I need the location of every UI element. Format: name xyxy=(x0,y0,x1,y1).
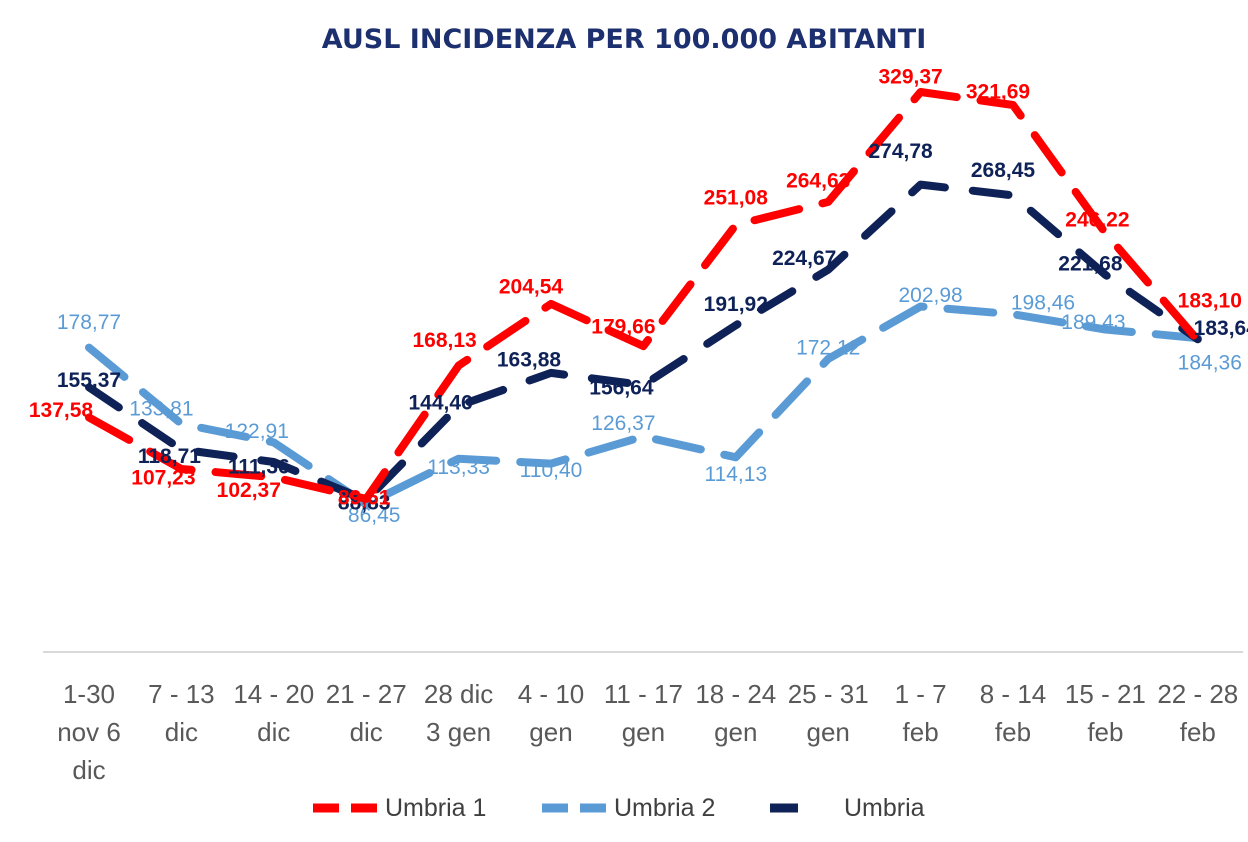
data-label-umbria-1-9: 329,37 xyxy=(878,66,942,89)
x-tick-label-11: 15 - 21 feb xyxy=(1065,679,1146,747)
data-label-umbria-11: 221,68 xyxy=(1058,252,1123,275)
x-tick-label-2: 14 - 20 dic xyxy=(233,679,314,747)
data-label-umbria-1-11: 246,22 xyxy=(1065,209,1129,232)
x-tick-label-4: 28 dic 3 gen xyxy=(424,679,493,747)
data-label-umbria-2-10: 198,46 xyxy=(1011,292,1075,315)
legend-swatch-umbria-2 xyxy=(542,803,608,813)
data-label-umbria-2-3: 86,45 xyxy=(348,504,401,527)
data-label-umbria-3: 88,83 xyxy=(338,492,391,515)
legend-swatch-umbria-1 xyxy=(313,803,379,813)
legend-item-umbria[interactable]: Umbria xyxy=(768,793,925,823)
data-label-umbria-2: 111,36 xyxy=(228,456,290,479)
data-label-umbria-5: 163,88 xyxy=(497,348,562,371)
data-label-umbria-12: 183,64 xyxy=(1194,317,1248,340)
x-tick-label-5: 4 - 10 gen xyxy=(518,679,585,747)
data-label-umbria-1-4: 168,13 xyxy=(412,329,476,352)
x-tick-label-3: 21 - 27 dic xyxy=(326,679,407,747)
x-tick-label-1: 7 - 13 dic xyxy=(148,679,215,747)
data-label-umbria-1: 118,71 xyxy=(138,445,201,468)
x-tick-label-9: 1 - 7 feb xyxy=(895,679,947,747)
legend-label-umbria-2: Umbria 2 xyxy=(614,793,716,822)
x-tick-label-7: 18 - 24 gen xyxy=(695,679,776,747)
data-label-umbria-8: 224,67 xyxy=(772,247,836,270)
data-label-umbria-2-11: 189,43 xyxy=(1061,311,1125,334)
series-line-umbria-2 xyxy=(85,302,1202,509)
data-label-umbria-1-7: 251,08 xyxy=(704,186,769,209)
chart-title: AUSL INCIDENZA PER 100.000 ABITANTI xyxy=(321,24,927,55)
legend-item-umbria-1[interactable]: Umbria 1 xyxy=(311,793,486,823)
data-label-umbria-1-3: 89,61 xyxy=(338,486,391,509)
data-label-umbria-6: 156,64 xyxy=(589,377,654,400)
legend: Umbria 1 Umbria 2 Umbria xyxy=(0,793,1248,829)
data-label-umbria-2-4: 113,33 xyxy=(427,456,490,479)
data-label-umbria-2-8: 172,12 xyxy=(796,336,860,359)
data-label-umbria-10: 268,45 xyxy=(971,159,1036,182)
data-label-umbria-1-12: 183,10 xyxy=(1178,290,1242,313)
data-label-umbria-0: 155,37 xyxy=(57,369,121,392)
x-tick-label-6: 11 - 17 gen xyxy=(604,679,683,747)
series-line-umbria xyxy=(85,180,1202,505)
x-tick-label-8: 25 - 31 gen xyxy=(788,679,869,747)
data-label-umbria-2-9: 202,98 xyxy=(898,284,962,307)
data-label-umbria-1-0: 137,58 xyxy=(29,399,94,422)
data-label-umbria-1-5: 204,54 xyxy=(499,275,564,298)
data-label-umbria-4: 144,46 xyxy=(408,391,472,414)
legend-swatch-umbria xyxy=(770,803,798,813)
series-line-umbria-1 xyxy=(85,88,1202,503)
data-label-umbria-1-8: 264,63 xyxy=(786,169,850,192)
data-label-umbria-1-10: 321,69 xyxy=(966,81,1030,104)
series-lines xyxy=(85,88,1202,509)
legend-item-umbria-2[interactable]: Umbria 2 xyxy=(540,793,715,823)
data-label-umbria-1-6: 179,66 xyxy=(591,316,655,339)
data-label-umbria-1-2: 102,37 xyxy=(217,479,281,502)
data-label-umbria-2-12: 184,36 xyxy=(1178,352,1242,375)
data-label-umbria-9: 274,78 xyxy=(868,140,933,163)
data-labels: 178,77 133,81 122,91 86,45 113,33 110,40 126,3… xyxy=(29,66,1248,527)
data-label-umbria-2-2: 122,91 xyxy=(225,420,289,443)
x-tick-label-0: 1-30 nov 6 dic xyxy=(57,679,121,785)
data-label-umbria-2-1: 133,81 xyxy=(129,397,193,420)
data-label-umbria-2-7: 114,13 xyxy=(704,463,767,486)
legend-label-umbria: Umbria xyxy=(844,793,925,822)
data-label-umbria-2-6: 126,37 xyxy=(591,412,655,435)
data-label-umbria-1-1: 107,23 xyxy=(131,467,195,490)
x-tick-label-12: 22 - 28 feb xyxy=(1157,679,1238,747)
data-label-umbria-7: 191,92 xyxy=(704,293,768,316)
data-label-umbria-2-5: 110,40 xyxy=(520,459,583,482)
x-tick-label-10: 8 - 14 feb xyxy=(980,679,1047,747)
legend-label-umbria-1: Umbria 1 xyxy=(385,793,487,822)
data-label-umbria-2-0: 178,77 xyxy=(57,311,121,334)
